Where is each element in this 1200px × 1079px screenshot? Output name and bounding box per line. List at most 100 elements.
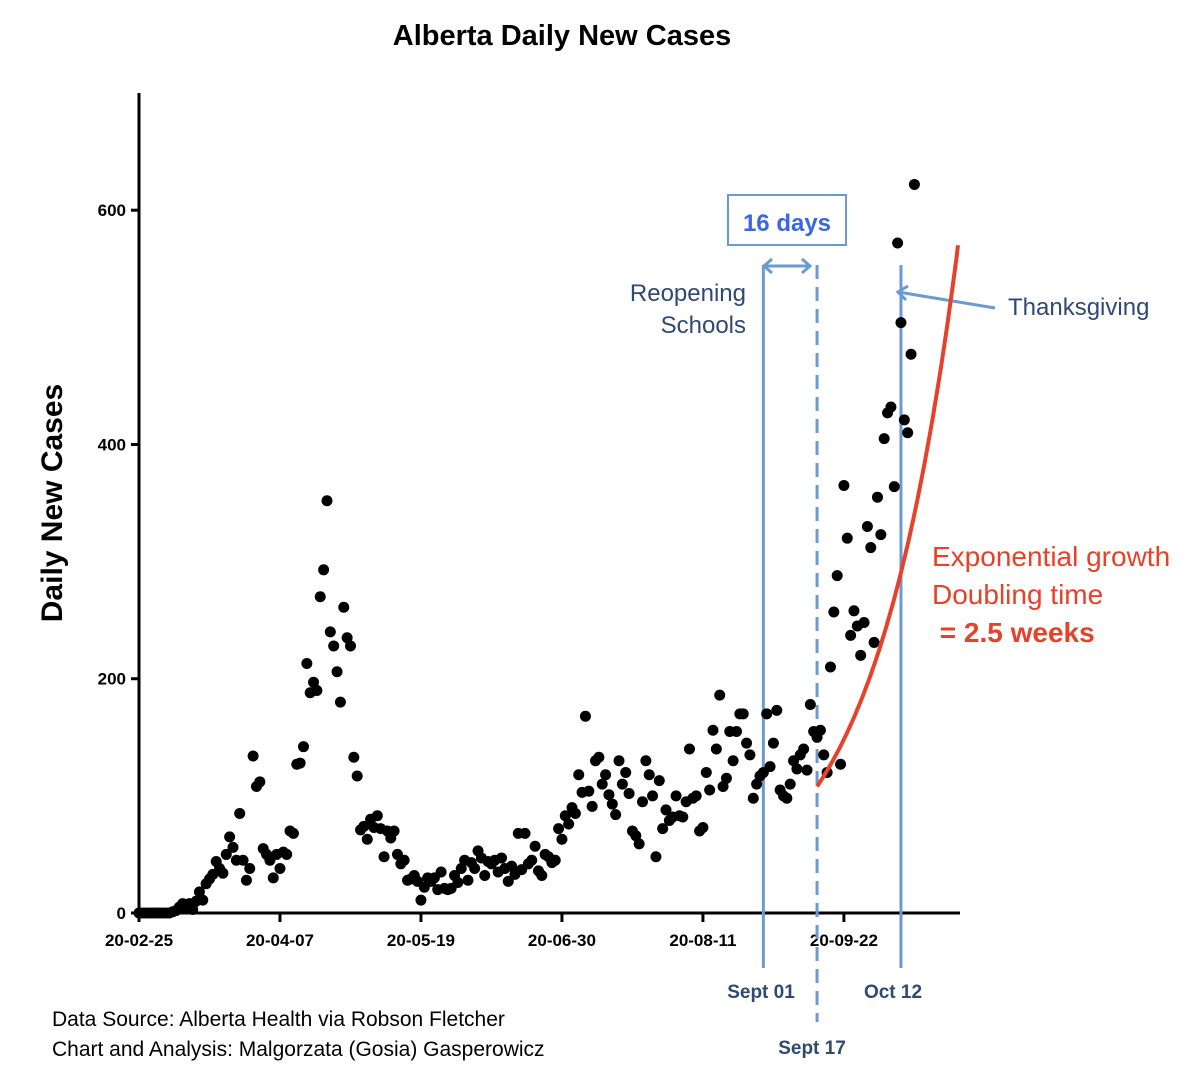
data-point <box>553 823 565 835</box>
data-point <box>878 433 890 445</box>
data-point <box>771 704 783 716</box>
data-point <box>898 414 910 426</box>
data-point <box>301 658 313 670</box>
x-tick-label: 20-08-11 <box>669 931 736 950</box>
data-point <box>650 851 662 863</box>
data-point <box>828 606 840 618</box>
x-tick-label: 20-06-30 <box>528 931 596 950</box>
data-point <box>855 649 867 661</box>
data-point <box>885 401 897 413</box>
data-point <box>791 763 803 775</box>
data-point <box>848 605 860 617</box>
data-point <box>321 495 333 507</box>
data-point <box>804 699 816 711</box>
data-point <box>563 818 575 830</box>
data-point <box>593 751 605 763</box>
data-point <box>868 636 880 648</box>
x-tick-label: 20-09-22 <box>810 931 878 950</box>
data-point <box>861 520 873 532</box>
data-point <box>536 870 548 882</box>
data-point <box>267 872 279 884</box>
growth-label-line1: Exponential growth <box>932 541 1170 572</box>
data-point <box>502 875 514 887</box>
data-point <box>452 877 464 889</box>
data-point <box>234 807 246 819</box>
data-point <box>358 820 370 832</box>
data-point <box>700 766 712 778</box>
y-tick-label: 400 <box>98 435 126 454</box>
data-point <box>579 710 591 722</box>
data-point <box>670 790 682 802</box>
data-point <box>710 743 722 755</box>
data-point <box>318 564 330 576</box>
thanksgiving-arrow <box>895 284 996 310</box>
data-point <box>620 766 632 778</box>
data-point <box>653 775 665 787</box>
data-point <box>845 629 857 641</box>
data-point <box>767 737 779 749</box>
data-point <box>905 348 917 360</box>
data-point <box>892 237 904 249</box>
data-point <box>600 769 612 781</box>
data-point <box>398 854 410 866</box>
data-point <box>351 770 363 782</box>
data-point <box>727 755 739 767</box>
data-point <box>287 827 299 839</box>
data-point <box>730 725 742 737</box>
data-points <box>133 178 920 919</box>
data-point <box>227 841 239 853</box>
data-point <box>737 708 749 720</box>
data-point <box>247 750 259 762</box>
data-point <box>338 601 350 613</box>
data-point <box>197 894 209 906</box>
data-point <box>244 862 256 874</box>
data-point <box>741 737 753 749</box>
data-point <box>217 867 229 879</box>
data-point <box>324 626 336 638</box>
data-point <box>714 689 726 701</box>
data-point <box>747 792 759 804</box>
data-point <box>895 317 907 329</box>
data-point <box>744 749 756 761</box>
data-point <box>224 831 236 843</box>
data-point <box>573 769 585 781</box>
data-point <box>529 840 541 852</box>
data-point <box>647 790 659 802</box>
y-tick-label: 0 <box>117 904 126 923</box>
data-point <box>623 788 635 800</box>
data-point <box>613 755 625 767</box>
data-point <box>435 866 447 878</box>
data-point <box>344 640 356 652</box>
days-double-arrow <box>761 257 813 275</box>
data-point <box>462 874 474 886</box>
x-tick-label: 20-02-25 <box>105 931 173 950</box>
data-point <box>677 811 689 823</box>
data-point <box>690 790 702 802</box>
data-point <box>908 178 920 190</box>
data-point <box>388 825 400 837</box>
sept17-label: Sept 17 <box>778 1038 846 1059</box>
data-point <box>784 778 796 790</box>
data-point <box>683 743 695 755</box>
data-point <box>603 789 615 801</box>
data-point <box>371 810 383 822</box>
data-point <box>781 792 793 804</box>
data-point <box>596 778 608 790</box>
data-point <box>334 696 346 708</box>
data-point <box>378 851 390 863</box>
data-point <box>801 764 813 776</box>
data-point <box>835 758 847 770</box>
y-tick-label: 600 <box>98 201 126 220</box>
data-point <box>331 666 343 678</box>
data-point <box>697 821 709 833</box>
data-point <box>294 757 306 769</box>
reopening-label-line2: Schools <box>661 312 746 339</box>
growth-label-line2: Doubling time <box>932 579 1103 610</box>
data-point <box>569 807 581 819</box>
data-point <box>556 833 568 845</box>
data-point <box>586 800 598 812</box>
data-point <box>281 848 293 860</box>
y-axis-label: Daily New Cases <box>36 384 69 622</box>
x-tick-label: 20-04-07 <box>246 931 314 950</box>
